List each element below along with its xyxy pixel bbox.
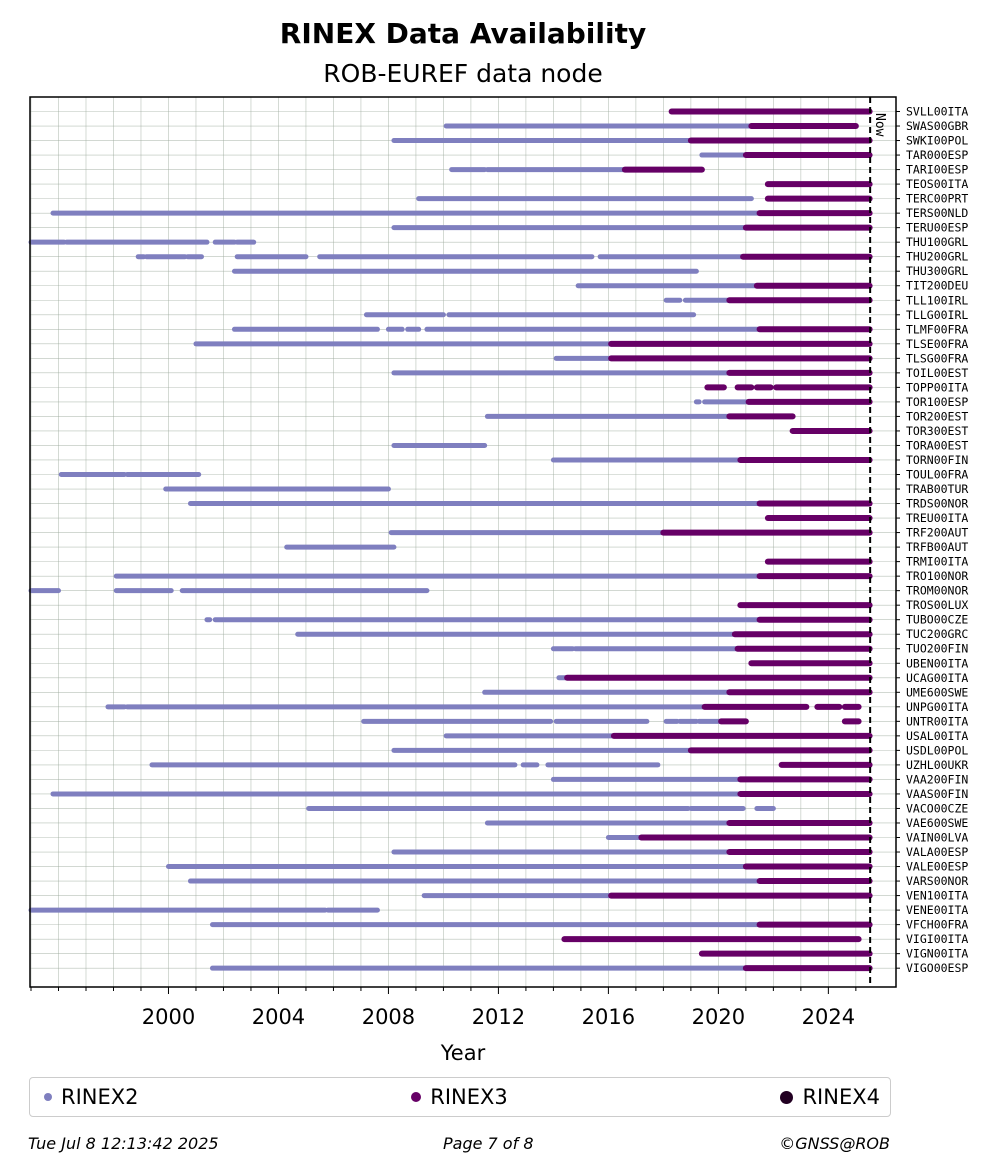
legend-item-rinex2: RINEX2 xyxy=(44,1085,139,1109)
station-label: TLMF00FRA xyxy=(906,322,968,336)
station-label: VAA200FIN xyxy=(906,772,968,786)
station-label: TUO200FIN xyxy=(906,642,968,656)
x-tick-label: 2024 xyxy=(802,1005,855,1029)
legend-marker-rinex2 xyxy=(44,1093,52,1101)
legend: RINEX2 RINEX3 RINEX4 xyxy=(29,1077,891,1117)
station-label: USAL00ITA xyxy=(906,729,968,743)
station-label: TUBO00CZE xyxy=(906,613,968,627)
station-label: TOR300EST xyxy=(906,424,968,438)
station-label: TOIL00EST xyxy=(906,366,968,380)
station-label: UNTR00ITA xyxy=(906,714,968,728)
station-label: TROS00LUX xyxy=(906,598,968,612)
station-label: TARI00ESP xyxy=(906,163,968,177)
station-label: VIGN00ITA xyxy=(906,947,968,961)
availability-bars xyxy=(28,108,873,972)
station-label: THU100GRL xyxy=(906,235,968,249)
station-label: TLSG00FRA xyxy=(906,351,968,365)
x-tick-label: 2012 xyxy=(472,1005,525,1029)
station-label: TREU00ITA xyxy=(906,511,968,525)
x-tick-label: 2016 xyxy=(582,1005,635,1029)
station-label: TROM00NOR xyxy=(906,584,968,598)
station-label: TLSE00FRA xyxy=(906,337,968,351)
station-label: TAR000ESP xyxy=(906,148,968,162)
station-label: UNPG00ITA xyxy=(906,700,968,714)
station-label: USDL00POL xyxy=(906,743,968,757)
station-label: VIGO00ESP xyxy=(906,961,968,975)
station-label: TLL100IRL xyxy=(906,293,968,307)
station-label: TRDS00NOR xyxy=(906,497,968,511)
station-label: TERC00PRT xyxy=(906,192,968,206)
station-label: VALA00ESP xyxy=(906,845,968,859)
legend-marker-rinex4 xyxy=(780,1090,794,1104)
x-axis-ticks: 2000 2004 2008 2012 2016 2020 2024 xyxy=(30,987,857,1029)
station-label: UME600SWE xyxy=(906,685,968,699)
footer-copyright: ©GNSS@ROB xyxy=(779,1134,890,1153)
legend-label-rinex4: RINEX4 xyxy=(802,1085,880,1109)
station-label: VEN100ITA xyxy=(906,889,968,903)
station-label: VACO00CZE xyxy=(906,801,968,815)
station-label: TEOS00ITA xyxy=(906,177,968,191)
station-label: TRAB00TUR xyxy=(906,482,968,496)
station-label: TIT200DEU xyxy=(906,279,968,293)
station-label: UCAG00ITA xyxy=(906,671,968,685)
station-label: TRO100NOR xyxy=(906,569,968,583)
station-label: UBEN00ITA xyxy=(906,656,968,670)
legend-item-rinex4: RINEX4 xyxy=(780,1085,880,1109)
station-label: TERU00ESP xyxy=(906,221,968,235)
station-label: TUC200GRC xyxy=(906,627,968,641)
footer-page: Page 7 of 8 xyxy=(443,1134,534,1153)
station-label: TORN00FIN xyxy=(906,453,968,467)
station-label: VIGI00ITA xyxy=(906,932,968,946)
station-label: VALE00ESP xyxy=(906,860,968,874)
station-label: THU200GRL xyxy=(906,250,968,264)
plot-frame xyxy=(29,96,897,988)
station-label: TLLG00IRL xyxy=(906,308,968,322)
station-label: TORA00EST xyxy=(906,438,968,452)
footer-date: Tue Jul 8 12:13:42 2025 xyxy=(28,1134,219,1153)
station-label: VARS00NOR xyxy=(906,874,968,888)
legend-label-rinex2: RINEX2 xyxy=(61,1085,139,1109)
x-axis-label: Year xyxy=(440,1041,486,1065)
station-label: TRFB00AUT xyxy=(906,540,968,554)
now-marker: Now xyxy=(869,97,887,987)
now-label: Now xyxy=(872,113,887,137)
station-label: SVLL00ITA xyxy=(906,105,968,119)
station-label: TOPP00ITA xyxy=(906,380,968,394)
x-tick-label: 2000 xyxy=(142,1005,195,1029)
station-label: UZHL00UKR xyxy=(906,758,968,772)
chart-subtitle: ROB-EUREF data node xyxy=(323,59,602,88)
station-label: TRF200AUT xyxy=(906,526,968,540)
x-tick-label: 2020 xyxy=(692,1005,745,1029)
station-label: VAIN00LVA xyxy=(906,831,968,845)
station-label: VAAS00FIN xyxy=(906,787,968,801)
station-label: SWAS00GBR xyxy=(906,119,968,133)
station-label: THU300GRL xyxy=(906,264,968,278)
x-tick-label: 2008 xyxy=(362,1005,415,1029)
x-tick-label: 2004 xyxy=(252,1005,305,1029)
station-label: TRMI00ITA xyxy=(906,555,968,569)
station-label: VFCH00FRA xyxy=(906,918,968,932)
legend-marker-rinex3 xyxy=(411,1092,422,1102)
station-label: TOR200EST xyxy=(906,409,968,423)
station-label: SWKI00POL xyxy=(906,134,968,148)
station-label: TOR100ESP xyxy=(906,395,968,409)
station-label: VAE600SWE xyxy=(906,816,968,830)
station-label: VENE00ITA xyxy=(906,903,968,917)
legend-item-rinex3: RINEX3 xyxy=(411,1085,508,1109)
chart-title: RINEX Data Availability xyxy=(280,17,646,50)
footer: Tue Jul 8 12:13:42 2025 Page 7 of 8 ©GNS… xyxy=(28,1134,890,1154)
station-label: TOUL00FRA xyxy=(906,468,968,482)
legend-label-rinex3: RINEX3 xyxy=(430,1085,508,1109)
station-labels: SVLL00ITASWAS00GBRSWKI00POLTAR000ESPTARI… xyxy=(896,105,968,975)
station-label: TERS00NLD xyxy=(906,206,968,220)
